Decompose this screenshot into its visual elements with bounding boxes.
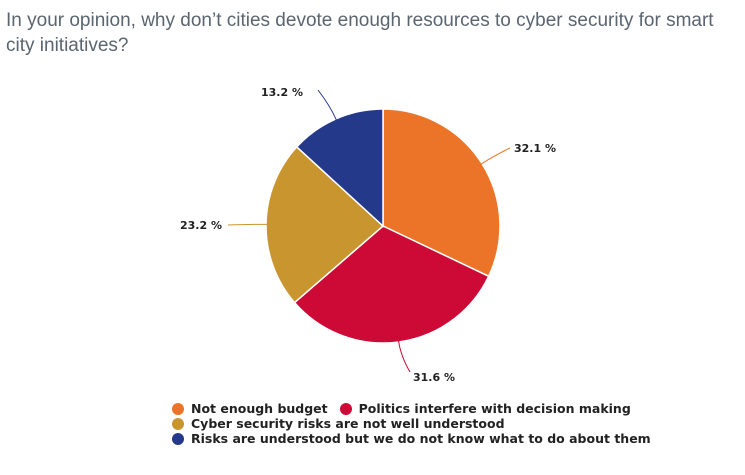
legend-swatch (172, 417, 184, 430)
legend-row: Not enough budget Politics interfere wit… (172, 401, 663, 416)
leader-line (227, 223, 268, 226)
leader-line (480, 147, 511, 165)
legend: Not enough budget Politics interfere wit… (172, 401, 663, 446)
legend-row: Cyber security risks are not well unders… (172, 416, 663, 431)
legend-item-politics[interactable]: Politics interfere with decision making (339, 401, 631, 416)
data-label: 32.1 % (514, 142, 556, 155)
legend-label: Politics interfere with decision making (358, 401, 631, 416)
legend-label: Risks are understood but we do not know … (191, 431, 651, 446)
legend-item-risks-not-understood[interactable]: Cyber security risks are not well unders… (172, 416, 505, 431)
data-label: 31.6 % (413, 371, 455, 384)
legend-row: Risks are understood but we do not know … (172, 431, 663, 446)
data-label: 23.2 % (180, 219, 222, 232)
legend-label: Cyber security risks are not well unders… (191, 416, 505, 431)
chart-title: In your opinion, why don’t cities devote… (6, 10, 714, 56)
legend-swatch (339, 402, 352, 415)
leader-line (317, 89, 337, 121)
legend-item-risks-understood[interactable]: Risks are understood but we do not know … (172, 431, 651, 446)
leader-line (398, 340, 411, 373)
legend-swatch (172, 432, 184, 445)
legend-label: Not enough budget (191, 401, 328, 416)
data-label: 13.2 % (261, 86, 303, 99)
legend-swatch (172, 402, 184, 415)
legend-item-not-enough-budget[interactable]: Not enough budget (172, 401, 328, 416)
